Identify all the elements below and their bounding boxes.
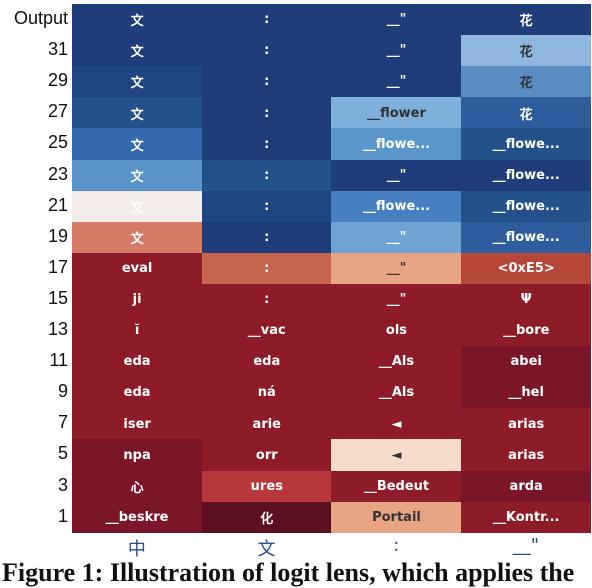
heatmap-cell: 文 [72,4,203,36]
row-label: 31 [47,39,68,60]
heatmap-cell: __" [331,221,462,254]
heatmap-cell: eval [72,252,203,285]
heatmap-cell: ji [72,283,203,316]
heatmap-cell: 心 [72,470,203,503]
heatmap-cell: : [201,159,332,192]
column-label: 中 [127,538,146,560]
row-label: 7 [57,412,68,433]
heatmap-cell: : [201,97,332,129]
heatmap-cell: 花 [461,66,592,98]
heatmap-cell: arias [461,439,592,471]
heatmap-cell: arda [461,470,592,503]
heatmap-cell: eda [72,346,203,378]
heatmap-cell: 花 [461,4,592,36]
heatmap-cell: : [201,221,332,254]
heatmap-cell: Portail [331,501,462,534]
heatmap-cell: __" [331,4,462,36]
heatmap-cell: : [201,35,332,67]
row-label: 27 [47,101,68,122]
heatmap-cell: abei [461,346,592,378]
heatmap-cell: __" [331,35,462,67]
row-label: 1 [57,505,68,526]
heatmap-cell: 化 [201,501,332,534]
row-label: 29 [47,70,68,91]
heatmap-cell: 文 [72,128,203,160]
column-label: : [393,534,400,556]
row-label: 9 [57,381,68,402]
heatmap-cell: eda [72,377,203,409]
heatmap-cell: iser [72,408,203,440]
heatmap-cell: __bore [461,315,592,347]
heatmap-cell: __Bedeut [331,470,462,503]
heatmap-cell: __flowe... [331,128,462,160]
row-label: 15 [47,287,68,308]
heatmap-cell: __flowe... [461,190,592,223]
row-label: 5 [57,443,68,464]
row-label: Output [13,8,68,28]
row-label: 21 [47,194,68,215]
heatmap-cell: __flowe... [461,128,592,160]
heatmap-cell: arias [461,408,592,440]
row-label: 17 [47,256,68,277]
heatmap-cell: 文 [72,66,203,98]
heatmap-cell: __flowe... [461,159,592,192]
heatmap-cell: __Als [331,346,462,378]
heatmap-cell: __Als [331,377,462,409]
heatmap-cell: __" [331,66,462,98]
heatmap-cell: __flower [331,97,462,129]
heatmap-cell: Ψ [461,283,592,316]
heatmap-cell: : [201,283,332,316]
heatmap-cell: __Kontr... [461,501,592,534]
column-label: 文 [257,538,276,560]
heatmap-cell: arie [201,408,332,440]
heatmap-cell: : [201,128,332,160]
heatmap-cell: 文 [72,35,203,67]
heatmap-cell: __flowe... [461,221,592,254]
heatmap-cell: 文 [72,159,203,192]
heatmap-cell: __flowe... [331,190,462,223]
heatmap-cell: : [201,252,332,285]
heatmap-cell: ná [201,377,332,409]
column-label: __" [512,534,540,556]
heatmap-cell: : [201,190,332,223]
heatmap-cell: ◄ [331,439,462,471]
heatmap-cell: 花 [461,35,592,67]
row-label: 23 [47,163,68,184]
heatmap-cell: 文 [72,221,203,254]
heatmap-cell: ĭ [72,315,203,347]
figure-caption: Figure 1: Illustration of logit lens, wh… [2,558,575,587]
heatmap-cell: __hel [461,377,592,409]
heatmap-cell: orr [201,439,332,471]
row-label: 19 [47,225,68,246]
heatmap-cell: : [201,4,332,36]
heatmap-cell: npa [72,439,203,471]
heatmap-cell: eda [201,346,332,378]
row-label: 13 [47,319,68,339]
heatmap-cell: ols [331,315,462,347]
heatmap-cell: __" [331,252,462,285]
heatmap-cell: __vac [201,315,332,347]
row-label: 3 [57,474,68,495]
heatmap-cell: ures [201,470,332,503]
heatmap-cell: ◄ [331,408,462,440]
heatmap-cell: 文 [72,190,203,223]
heatmap-cell: 花 [461,97,592,129]
heatmap-cell: 文 [72,97,203,129]
heatmap-cell: <0xE5> [461,252,592,285]
row-label: 11 [49,350,68,371]
heatmap-cell: __" [331,283,462,316]
row-label: 25 [47,132,68,153]
heatmap-cell: : [201,66,332,98]
heatmap-cell: __beskre [72,501,203,534]
heatmap-cell: __" [331,159,462,192]
